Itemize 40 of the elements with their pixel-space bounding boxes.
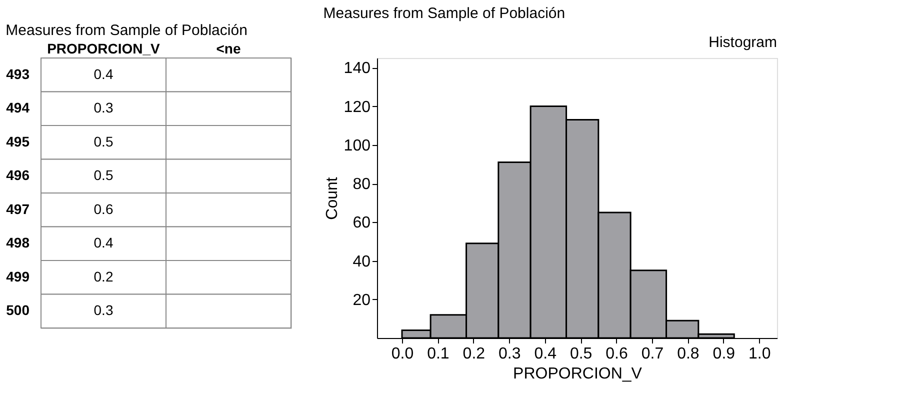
x-tick-label: 0.8 [677,346,700,362]
y-tick-label: 498 [6,234,30,251]
y-tick-label: 120 [344,98,371,116]
x-tick-label: 0.4 [534,346,557,362]
y-tick-label: 140 [344,60,371,78]
y-tick-label: 60 [352,214,371,232]
x-tick-label: 0.7 [641,346,664,362]
data-label: 0.2 [94,268,114,284]
data-label: 0.5 [94,167,114,184]
data-label: 0.6 [94,200,114,217]
data-label: 0.4 [94,234,114,251]
y-tick-label: 80 [352,176,371,194]
y-tick-label: 494 [6,100,30,116]
y-tick-label: 20 [352,292,371,309]
x-tick-label: 0.5 [570,346,592,362]
x-tick-label: 0.9 [712,346,736,362]
data-label: 0.5 [94,133,114,150]
y-axis-title: Count [324,176,341,220]
y-tick-label: 493 [6,66,30,82]
chart-title: Measures from Sample of Población [323,5,566,22]
y-tick-label: 499 [6,268,30,284]
x-axis-title: PROPORCION_V [513,366,642,382]
x-tick-label: 1.0 [748,346,771,362]
data-label: 0.3 [94,302,114,318]
y-tick-label: 496 [6,167,30,184]
x-tick-label: 0.6 [606,346,628,362]
x-tick-label: 0.1 [427,346,450,362]
x-tick-label: 0.0 [391,346,414,362]
y-tick-label: 40 [352,253,371,270]
y-tick-label: 100 [344,137,371,154]
chart-title: Measures from Sample of Población [6,22,248,39]
x-tick-label: <ne [216,40,241,56]
text: Histogram [708,34,777,51]
y-tick-label: 495 [6,133,30,150]
y-tick-label: 500 [6,302,30,318]
y-tick-label: 497 [6,200,30,217]
data-label: 0.3 [94,100,114,116]
x-tick-label: 0.3 [498,346,521,362]
x-tick-label: 0.2 [462,346,486,362]
data-label: 0.4 [94,66,114,82]
